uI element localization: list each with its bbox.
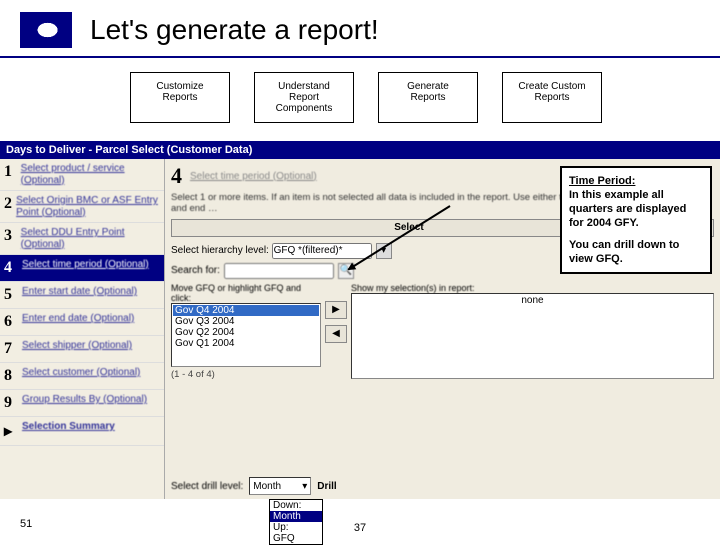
step-2[interactable]: 2Select Origin BMC or ASF Entry Point (O… — [0, 191, 164, 223]
step-3[interactable]: 3Select DDU Entry Point (Optional) — [0, 223, 164, 255]
callout-box: Time Period: In this example all quarter… — [560, 166, 712, 274]
page-title: Let's generate a report! — [90, 14, 379, 46]
dd-opt[interactable]: GFQ — [270, 533, 322, 544]
search-label: Search for: — [171, 265, 220, 276]
slide-number: 51 — [20, 518, 32, 530]
step-7[interactable]: 7Select shipper (Optional) — [0, 336, 164, 363]
drill-select[interactable]: Month▾ — [249, 477, 311, 495]
step-1[interactable]: 1Select product / service (Optional) — [0, 159, 164, 191]
dd-opt[interactable]: Month — [270, 511, 322, 522]
step-9[interactable]: 9Group Results By (Optional) — [0, 390, 164, 417]
drill-label: Select drill level: — [171, 481, 243, 492]
move-left-button[interactable]: ◀ — [325, 325, 347, 343]
move-right-button[interactable]: ▶ — [325, 301, 347, 319]
list-item[interactable]: Gov Q4 2004 — [173, 305, 319, 316]
drill-button[interactable]: Drill — [317, 481, 336, 492]
main-heading: Select time period (Optional) — [190, 171, 317, 182]
hierarchy-select[interactable] — [272, 243, 372, 259]
tab-customize[interactable]: Customize Reports — [130, 72, 230, 123]
step-5[interactable]: 5Enter start date (Optional) — [0, 282, 164, 309]
callout-line1: In this example all quarters are display… — [569, 188, 703, 230]
dd-opt: Down: — [270, 500, 322, 511]
search-input[interactable] — [224, 263, 334, 279]
step-4[interactable]: 4Select time period (Optional) — [0, 255, 164, 282]
available-list[interactable]: Gov Q4 2004 Gov Q3 2004 Gov Q2 2004 Gov … — [171, 303, 321, 367]
callout-heading: Time Period: — [569, 175, 635, 187]
step-8[interactable]: 8Select customer (Optional) — [0, 363, 164, 390]
list-item[interactable]: Gov Q1 2004 — [173, 338, 319, 349]
hierarchy-label: Select hierarchy level: — [171, 245, 269, 256]
window-title: Days to Deliver - Parcel Select (Custome… — [0, 141, 720, 159]
tab-custom[interactable]: Create Custom Reports — [502, 72, 602, 123]
steps-sidebar: 1Select product / service (Optional) 2Se… — [0, 159, 165, 499]
tab-generate[interactable]: Generate Reports — [378, 72, 478, 123]
step-indicator: 4 — [171, 163, 182, 189]
callout-line2: You can drill down to view GFQ. — [569, 238, 703, 266]
move-hint: Move GFQ or highlight GFQ and click: — [171, 283, 321, 304]
chevron-down-icon: ▾ — [302, 481, 307, 492]
drill-dropdown[interactable]: Down: Month Up: GFQ — [269, 499, 323, 545]
dd-opt: Up: — [270, 522, 322, 533]
page-number: 37 — [354, 522, 366, 534]
step-6[interactable]: 6Enter end date (Optional) — [0, 309, 164, 336]
selection-summary[interactable]: ▸Selection Summary — [0, 417, 164, 446]
tab-understand[interactable]: Understand Report Components — [254, 72, 354, 123]
usps-logo — [20, 12, 72, 48]
count-label: (1 - 4 of 4) — [171, 369, 321, 380]
list-item[interactable]: Gov Q3 2004 — [173, 316, 319, 327]
selected-list[interactable]: none — [351, 293, 714, 379]
tabs-row: Customize Reports Understand Report Comp… — [0, 58, 720, 141]
selected-hint: Show my selection(s) in report: — [351, 283, 714, 293]
list-item[interactable]: Gov Q2 2004 — [173, 327, 319, 338]
